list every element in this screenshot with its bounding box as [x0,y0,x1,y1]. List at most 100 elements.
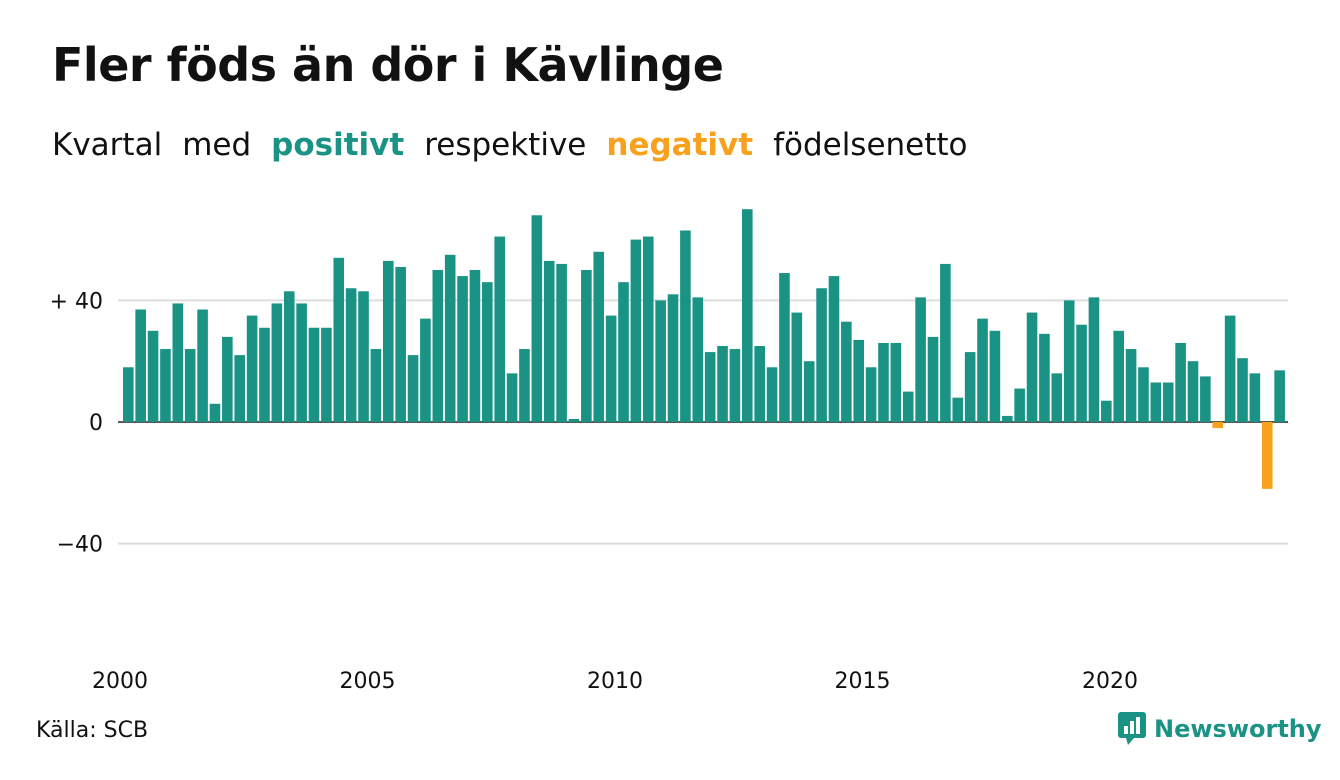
bar-positive [382,260,394,422]
bar-positive [1274,370,1285,422]
newsworthy-logo-text: Newsworthy [1154,715,1322,743]
subtitle-positive-label: positivt [271,127,405,163]
subtitle-word-fodelsenetto: födelsenetto [773,127,968,163]
bar-positive [729,349,741,422]
newsworthy-logo-icon [1118,712,1146,745]
bar-positive [209,403,221,422]
bar-positive [147,330,159,422]
bar-positive [1051,373,1063,422]
bar-positive [581,270,592,422]
bar-positive [531,215,543,422]
bar-positive [642,236,654,422]
bar-positive [989,330,1001,422]
bar-positive [420,318,431,422]
bar-positive [1237,358,1248,422]
subtitle-word-med: med [182,127,252,163]
bar-positive [655,300,666,422]
bar-positive [618,282,629,422]
subtitle-negative-label: negativt [606,127,754,163]
bar-positive [494,236,505,422]
bar-positive [680,230,691,422]
bar-positive [940,263,951,422]
x-tick-label: 2000 [92,669,148,694]
bar-positive [308,327,320,422]
bar-positive [197,309,208,422]
bar-positive [160,349,171,422]
bar-positive [1063,300,1075,422]
bar-positive [556,263,567,422]
bar-positive [1125,349,1137,422]
bar-positive [358,291,369,422]
bar-positive [283,291,295,422]
chart-title: Fler föds än dör i Kävlinge [52,38,724,92]
bar-positive [1014,388,1025,422]
bar-positive [1162,382,1174,422]
bar-chart: + 40 0 −40 2000 2005 2010 2015 2020 [50,209,1288,694]
bar-positive [123,367,134,422]
bar-positive [803,361,815,422]
bar-positive [667,294,679,422]
bar-positive [1200,376,1211,422]
x-tick-label: 2005 [340,669,396,694]
subtitle-word-respektive: respektive [424,127,587,163]
bar-positive [964,352,976,422]
bar-positive [816,288,827,422]
x-tick-label: 2020 [1082,669,1138,694]
bar-positive [1001,415,1013,422]
bar-negative [1261,422,1273,489]
bar-positive [1249,373,1261,422]
bar-positive [791,312,803,422]
y-tick-label: 0 [89,411,103,436]
bar-positive [779,273,790,422]
x-tick-label: 2010 [587,669,643,694]
y-tick-label: + 40 [50,289,103,314]
bar-positive [605,315,617,422]
bars [123,209,1285,489]
bar-positive [568,418,580,422]
bar-positive [927,336,939,422]
subtitle-word-kvartal: Kvartal [52,127,163,163]
bar-positive [742,209,753,422]
bar-positive [543,260,555,422]
bar-positive [321,327,332,422]
bar-positive [766,367,778,422]
bar-positive [469,270,481,422]
bar-positive [234,355,246,422]
bar-positive [952,397,964,422]
bar-positive [828,276,840,422]
bar-positive [754,346,765,422]
bar-positive [1175,342,1186,422]
bar-positive [878,342,889,422]
bar-positive [890,342,902,422]
bar-positive [1224,315,1236,422]
newsworthy-logo: Newsworthy [1118,712,1322,746]
bar-positive [184,349,196,422]
y-tick-label: −40 [57,533,103,558]
bar-positive [717,346,728,422]
bar-positive [172,303,184,422]
bar-positive [902,391,914,422]
bar-positive [246,315,258,422]
bar-positive [506,373,518,422]
bar-positive [259,327,270,422]
bar-positive [1113,330,1124,422]
bar-positive [1076,324,1087,422]
bar-positive [407,355,419,422]
bar-positive [865,367,877,422]
bar-positive [444,254,456,422]
bar-positive [1088,297,1100,422]
bar-positive [519,349,530,422]
axis-labels: + 40 0 −40 2000 2005 2010 2015 2020 [50,289,1138,694]
bar-positive [432,270,444,422]
bar-positive [915,297,926,422]
x-tick-label: 2015 [835,669,891,694]
bar-positive [135,309,146,422]
bar-positive [1101,400,1112,422]
bar-positive [977,318,988,422]
bar-positive [1187,361,1199,422]
chart-subtitle: Kvartal med positivt respektive negativt föde… [52,127,988,163]
bar-positive [1026,312,1038,422]
bar-positive [593,251,605,422]
bar-positive [370,349,382,422]
bar-positive [222,336,233,422]
